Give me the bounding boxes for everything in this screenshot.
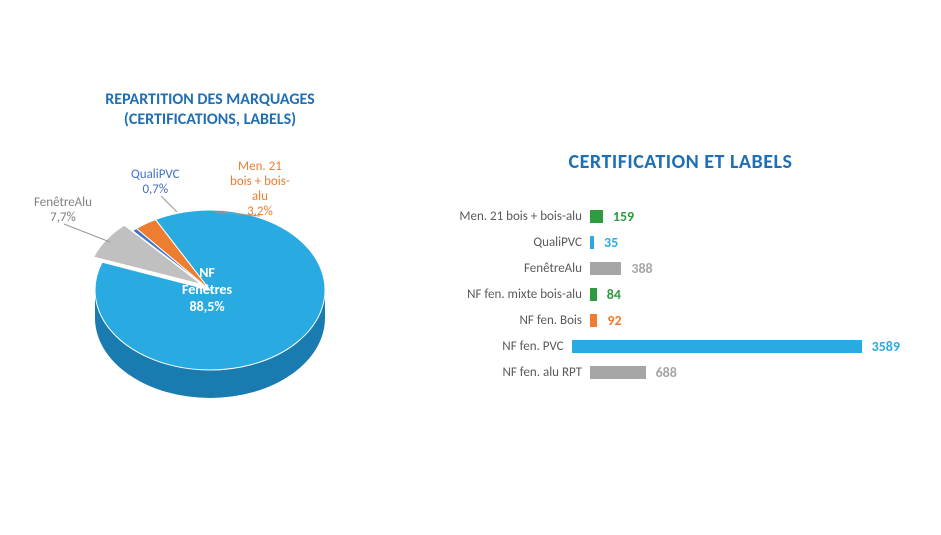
bar-row: QualiPVC 35: [420, 230, 900, 254]
pie-leader-line: [161, 196, 177, 212]
bar-track: 688: [590, 360, 900, 384]
charts-container: REPARTITION DES MARQUAGES (CERTIFICATION…: [0, 0, 941, 535]
bar-value: 688: [656, 364, 677, 381]
bar-row: Men. 21 bois + bois-alu 159: [420, 204, 900, 228]
bar-label: Men. 21 bois + bois-alu: [420, 209, 590, 224]
pie-panel: REPARTITION DES MARQUAGES (CERTIFICATION…: [0, 0, 420, 535]
pie-callout-line: 3,2%: [247, 204, 273, 219]
bar-row: NF fen. alu RPT 688: [420, 360, 900, 384]
pie-callout-line: QualiPVC: [131, 167, 180, 182]
bar-row: NF fen. PVC 3589: [420, 334, 900, 358]
bar-row: NF fen. mixte bois-alu 84: [420, 282, 900, 306]
bar-fill: [572, 340, 862, 353]
bar-track: 3589: [572, 334, 900, 358]
bar-track: 92: [590, 308, 900, 332]
pie-leader-line: [64, 224, 110, 242]
pie-center-label-line: Fenêtres: [182, 281, 232, 298]
bar-label: NF fen. PVC: [420, 339, 572, 354]
bar-value: 388: [631, 260, 652, 277]
bar-fill: [590, 236, 594, 249]
pie-callout-line: FenêtreAlu: [34, 195, 92, 210]
bar-track: 159: [590, 204, 900, 228]
pie-center-label-line: NF: [199, 264, 215, 281]
pie-callout: FenêtreAlu7,7%: [34, 196, 92, 226]
bar-value: 84: [607, 286, 621, 303]
pie-callout-line: bois + bois-: [230, 174, 290, 189]
bar-label: QualiPVC: [420, 235, 590, 250]
bar-fill: [590, 210, 603, 223]
pie-callout: Men. 21bois + bois-alu3,2%: [230, 160, 290, 220]
pie-title-line2: (CERTIFICATIONS, LABELS): [124, 110, 296, 129]
bar-value: 3589: [872, 338, 900, 355]
bar-panel: CERTIFICATION ET LABELS Men. 21 bois + b…: [420, 0, 941, 535]
pie-title: REPARTITION DES MARQUAGES (CERTIFICATION…: [0, 90, 420, 130]
pie-center-label: NFFenêtres88,5%: [182, 265, 232, 315]
pie-callout: QualiPVC0,7%: [131, 168, 180, 198]
pie-chart: FenêtreAlu7,7% QualiPVC0,7% Men. 21bois + …: [0, 150, 420, 450]
pie-callout-line: 7,7%: [50, 210, 76, 225]
bar-label: FenêtreAlu: [420, 261, 590, 276]
bar-value: 35: [604, 234, 618, 251]
pie-title-line1: REPARTITION DES MARQUAGES: [105, 90, 314, 109]
bar-label: NF fen. alu RPT: [420, 365, 590, 380]
bar-value: 92: [607, 312, 621, 329]
bar-label: NF fen. mixte bois-alu: [420, 287, 590, 302]
bar-fill: [590, 314, 597, 327]
bar-title: CERTIFICATION ET LABELS: [420, 150, 941, 174]
bar-fill: [590, 262, 621, 275]
bar-track: 35: [590, 230, 900, 254]
pie-center-label-line: 88,5%: [189, 298, 224, 315]
bar-fill: [590, 288, 597, 301]
bar-row: FenêtreAlu 388: [420, 256, 900, 280]
bar-label: NF fen. Bois: [420, 313, 590, 328]
bar-fill: [590, 366, 646, 379]
bar-value: 159: [613, 208, 634, 225]
pie-callout-line: Men. 21: [238, 159, 282, 174]
bar-row: NF fen. Bois 92: [420, 308, 900, 332]
bar-track: 84: [590, 282, 900, 306]
pie-callout-line: 0,7%: [142, 182, 168, 197]
bar-chart: Men. 21 bois + bois-alu 159 QualiPVC 35 Fenê…: [420, 204, 900, 384]
pie-callout-line: alu: [252, 189, 268, 204]
bar-track: 388: [590, 256, 900, 280]
